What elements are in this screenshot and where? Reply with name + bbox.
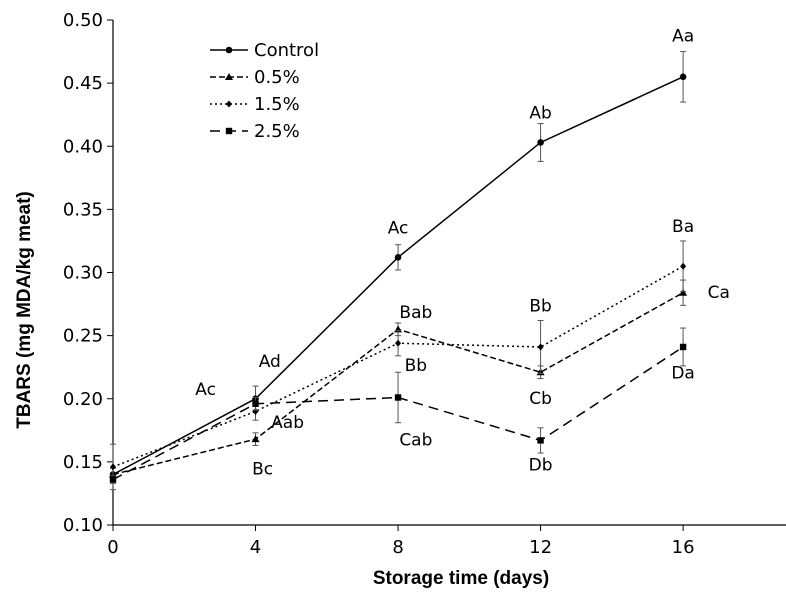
significance-label: Cb [529,389,552,409]
legend-marker [225,46,233,54]
legend-label: 2.5% [254,121,300,142]
data-point [110,463,116,471]
series-group [109,51,688,491]
y-tick-label: 0.50 [63,10,103,31]
data-point [537,437,544,444]
significance-label: Bc [252,460,273,480]
significance-label: Ac [195,380,216,400]
data-point [679,73,687,81]
x-axis-ticks: 0 4 8 12 16 [107,525,695,558]
significance-label: Ab [529,103,551,123]
significance-label: Ac [388,218,409,238]
data-point [537,139,544,146]
annotation-group: Ac Ad Aab Bc Ac Bab Bb Cab Ab Bb Cb Db Aa Ba Ca Da [195,26,730,479]
data-point [537,343,544,351]
y-tick-label: 0.25 [63,326,103,347]
y-tick-label: 0.10 [63,515,103,536]
x-tick-label: 12 [529,537,552,558]
legend: Control 0.5% 1.5% 2.5% [210,40,319,142]
x-tick-label: 16 [672,537,695,558]
x-tick-label: 0 [107,537,118,558]
significance-label: Cab [399,430,432,450]
legend-label: 0.5% [254,67,300,88]
y-tick-label: 0.15 [63,452,103,473]
legend-marker [226,100,232,108]
significance-label: Ca [708,283,730,303]
y-tick-label: 0.20 [63,389,103,410]
legend-label: 1.5% [254,94,300,115]
data-point [395,339,402,347]
significance-label: Bb [529,297,551,317]
data-point [252,400,259,407]
significance-label: Aa [672,26,694,46]
y-tick-label: 0.35 [63,199,103,220]
legend-marker [225,127,233,135]
significance-label: Bb [405,356,427,376]
data-point [679,288,688,296]
legend-label: Control [254,40,319,61]
x-tick-label: 4 [250,537,261,558]
significance-label: Da [671,364,695,384]
data-point [394,254,402,261]
significance-label: Ba [672,217,694,237]
significance-label: Db [529,456,553,476]
x-axis-label: Storage time (days) [373,568,549,589]
y-axis-label: TBARS (mg MDA/kg meat) [14,191,35,429]
data-point [680,262,687,270]
y-axis-ticks: 0.10 0.15 0.20 0.25 0.30 0.35 0.40 0.45 0.50 [63,10,113,536]
series-2-5- [109,327,687,484]
y-tick-label: 0.40 [63,136,103,157]
y-tick-label: 0.45 [63,73,103,94]
x-tick-label: 8 [392,537,403,558]
significance-label: Ad [259,352,281,372]
series-1-5- [110,240,687,491]
y-tick-label: 0.30 [63,263,103,284]
significance-label: Bab [399,303,432,323]
data-point [394,394,402,401]
data-point [251,435,260,443]
data-point [679,343,687,351]
significance-label: Aab [271,413,304,433]
legend-marker [225,73,233,80]
series-line [112,265,684,468]
data-point [109,476,117,483]
